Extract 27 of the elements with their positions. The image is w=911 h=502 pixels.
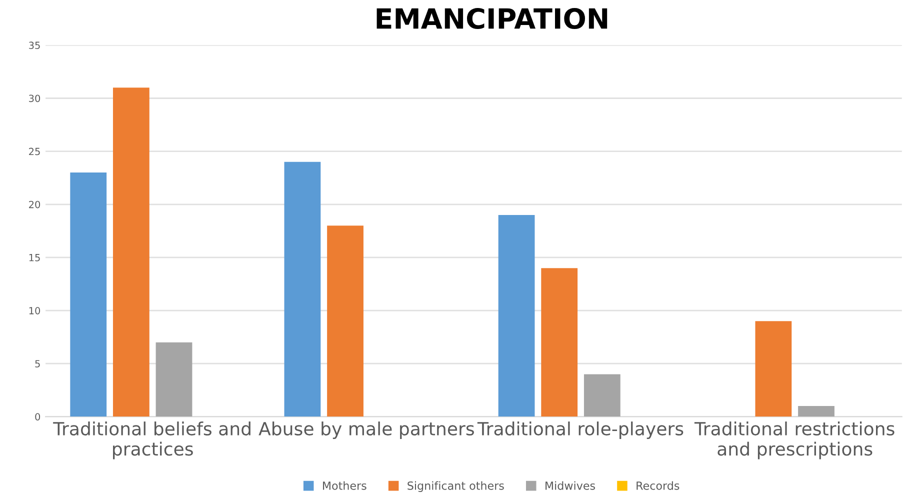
bar bbox=[156, 342, 192, 417]
legend-label: Mothers bbox=[323, 481, 366, 490]
bar bbox=[112, 88, 150, 417]
x-tick-label: Abuse by male partners bbox=[258, 422, 474, 439]
bar bbox=[284, 162, 321, 417]
bar bbox=[798, 406, 834, 417]
bar bbox=[541, 268, 578, 417]
bar bbox=[498, 215, 535, 417]
bar bbox=[70, 172, 107, 417]
bar bbox=[327, 226, 364, 417]
chart-title: EMANCIPATION bbox=[376, 8, 608, 30]
y-tick-label: 25 bbox=[29, 148, 40, 156]
legend-label: Significant others bbox=[408, 481, 504, 492]
y-tick-label: 20 bbox=[29, 200, 40, 208]
y-tick-label: 30 bbox=[29, 94, 40, 102]
x-tick-label: Traditional beliefs and practices bbox=[53, 422, 250, 460]
y-tick-label: 10 bbox=[29, 307, 40, 314]
y-tick-label: 5 bbox=[35, 360, 40, 368]
x-tick-label: Traditional role-players bbox=[477, 422, 684, 439]
bar bbox=[755, 321, 792, 417]
y-tick-label: 15 bbox=[29, 254, 40, 262]
y-tick-label: 35 bbox=[29, 42, 40, 50]
y-tick-label: 0 bbox=[35, 413, 40, 420]
x-tick-label: Traditional restrictions and prescriptions bbox=[694, 422, 894, 460]
bar bbox=[584, 374, 620, 417]
legend-label: Midwives bbox=[546, 481, 596, 490]
legend-label: Records bbox=[636, 481, 680, 490]
